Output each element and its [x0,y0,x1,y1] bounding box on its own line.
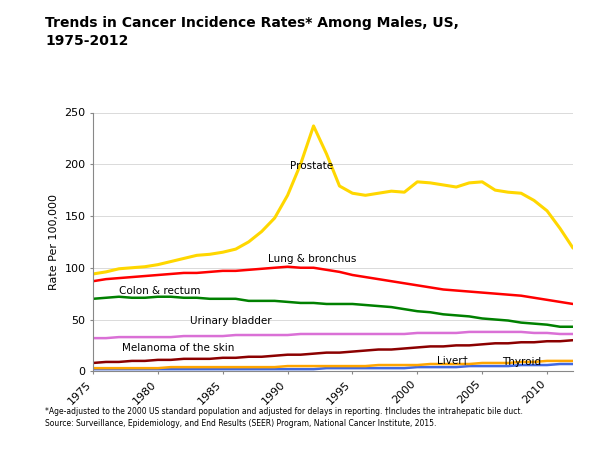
Text: Lung & bronchus: Lung & bronchus [268,254,356,264]
Text: Melanoma of the skin: Melanoma of the skin [122,342,234,353]
Text: Urinary bladder: Urinary bladder [190,316,272,326]
Text: Thyroid: Thyroid [502,357,541,367]
Text: 1975-2012: 1975-2012 [45,34,128,48]
Text: Liver†: Liver† [437,355,467,365]
Text: Prostate: Prostate [290,162,334,171]
Text: Trends in Cancer Incidence Rates* Among Males, US,: Trends in Cancer Incidence Rates* Among … [45,16,459,30]
Text: *Age-adjusted to the 2000 US standard population and adjusted for delays in repo: *Age-adjusted to the 2000 US standard po… [45,407,523,416]
Text: Source: Surveillance, Epidemiology, and End Results (SEER) Program, National Can: Source: Surveillance, Epidemiology, and … [45,418,436,427]
Text: Colon & rectum: Colon & rectum [119,286,200,296]
Y-axis label: Rate Per 100,000: Rate Per 100,000 [49,194,59,290]
